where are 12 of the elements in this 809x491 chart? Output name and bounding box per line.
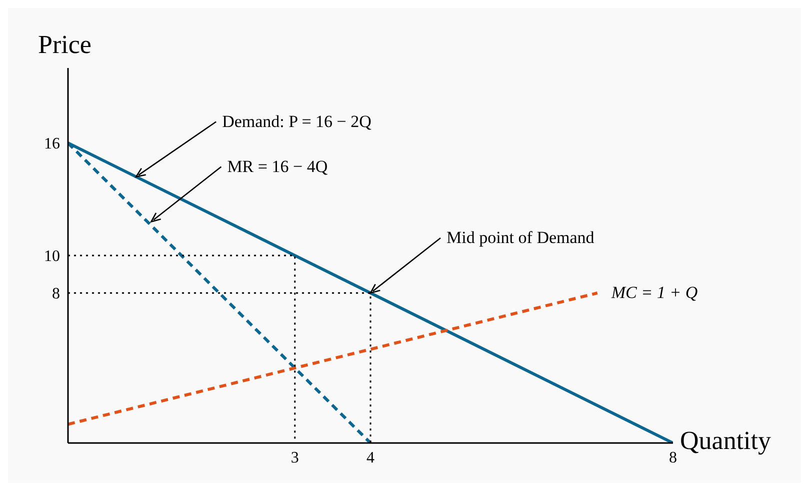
x-axis-title: Quantity (680, 426, 771, 456)
y-tick-label: 10 (44, 248, 60, 266)
annotation: Demand: P = 16 − 2Q (222, 112, 372, 131)
x-tick-label: 4 (366, 449, 374, 466)
annotation: Mid point of Demand (446, 228, 595, 247)
series-label: MC = 1 + Q (610, 283, 698, 302)
x-tick-label: 3 (290, 449, 299, 466)
y-tick-label: 8 (52, 286, 60, 303)
annotation: MR = 16 − 4Q (227, 156, 328, 176)
y-axis-title: Price (38, 30, 92, 60)
x-tick-label: 8 (669, 449, 677, 466)
y-tick-label: 16 (44, 136, 60, 153)
